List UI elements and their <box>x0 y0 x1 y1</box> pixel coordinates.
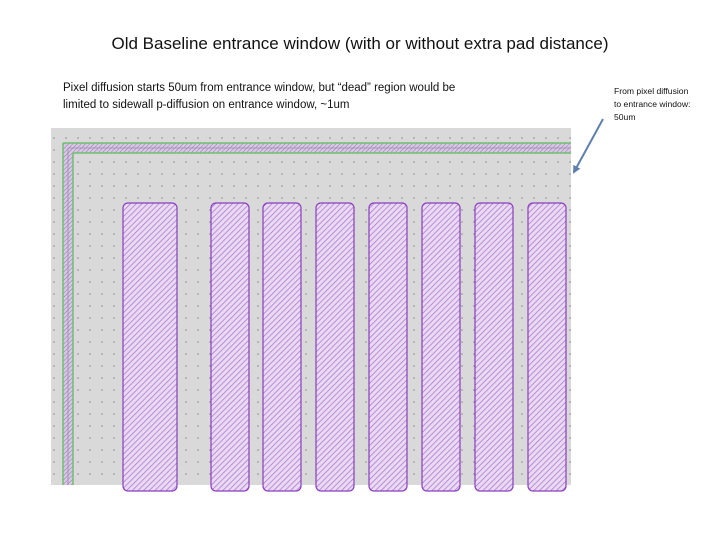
pixel-diffusion-strip <box>527 202 567 492</box>
pixel-diffusion-strip <box>474 202 514 492</box>
description-text: Pixel diffusion starts 50um from entranc… <box>63 80 533 114</box>
pixel-diffusion-strip <box>315 202 355 492</box>
pixel-diffusion-strip <box>262 202 302 492</box>
annotation-line-3: 50um <box>614 112 636 122</box>
distance-annotation: From pixel diffusion to entrance window:… <box>614 85 714 124</box>
pixel-diffusion-strip <box>368 202 408 492</box>
pixel-diffusion-strips <box>122 202 567 492</box>
slide-title: Old Baseline entrance window (with or wi… <box>111 34 609 53</box>
pixel-diffusion-strip <box>210 202 250 492</box>
entrance-window-edge <box>62 142 571 485</box>
description-line-2: limited to sidewall p-diffusion on entra… <box>63 99 350 111</box>
annotation-line-2: to entrance window: <box>614 99 691 109</box>
distance-arrow <box>573 118 604 174</box>
pixel-diffusion-strip <box>122 202 178 492</box>
annotation-line-1: From pixel diffusion <box>614 86 689 96</box>
description-line-1: Pixel diffusion starts 50um from entranc… <box>63 82 456 94</box>
pixel-diffusion-strip <box>421 202 461 492</box>
